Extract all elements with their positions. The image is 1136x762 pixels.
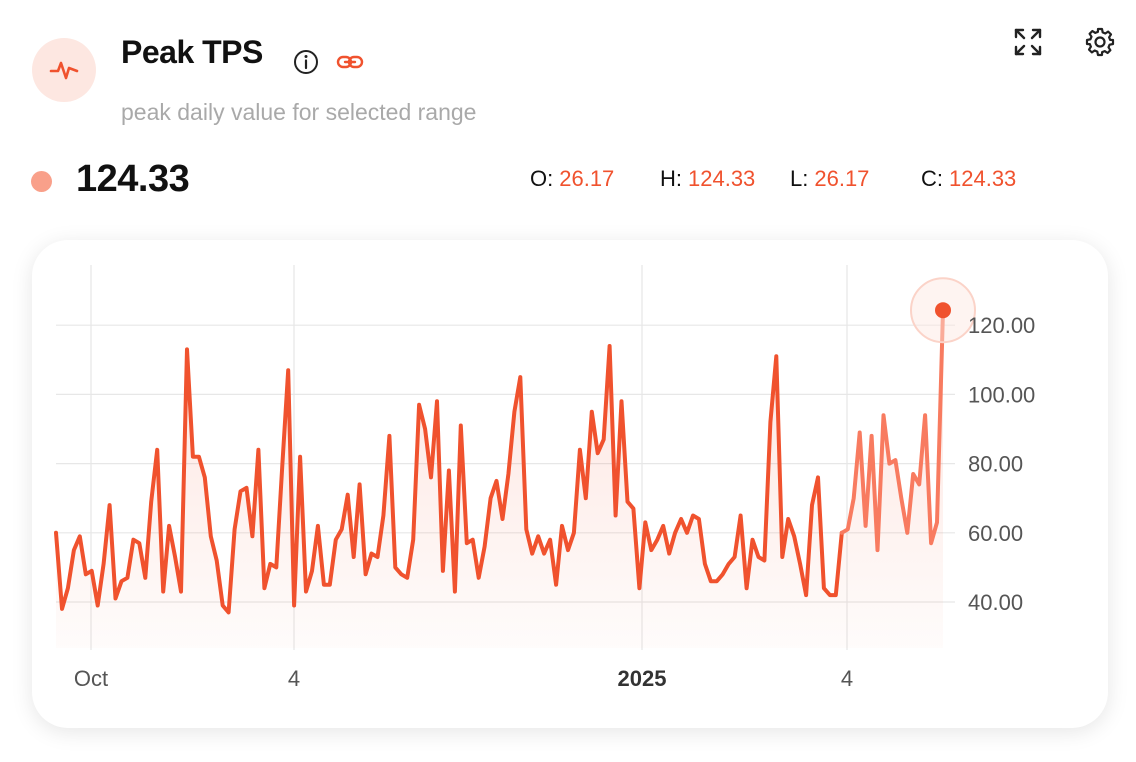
- ohlc-close: C: 124.33: [921, 166, 1016, 192]
- link-icon[interactable]: [335, 47, 365, 77]
- y-tick-label: 60.00: [968, 521, 1023, 546]
- expand-icon[interactable]: [1012, 26, 1044, 58]
- y-axis: 40.00 60.00 80.00 100.00 120.00: [968, 313, 1035, 615]
- y-tick-label: 100.00: [968, 382, 1035, 407]
- open-label: O:: [530, 166, 554, 191]
- close-label: C:: [921, 166, 943, 191]
- series-dot: [31, 171, 52, 192]
- series-line-recent: [839, 308, 945, 553]
- low-value: 26.17: [814, 166, 870, 191]
- series-line: [54, 308, 945, 615]
- chart-subtitle: peak daily value for selected range: [121, 99, 477, 125]
- open-value: 26.17: [559, 166, 615, 191]
- x-tick-label: Oct: [74, 666, 108, 691]
- last-point-marker[interactable]: [935, 302, 951, 319]
- high-label: H:: [660, 166, 682, 191]
- y-tick-label: 80.00: [968, 452, 1023, 477]
- low-label: L:: [790, 166, 809, 191]
- x-axis: Oct 4 2025 4: [74, 666, 853, 691]
- gear-icon[interactable]: [1084, 26, 1116, 58]
- series-line-main: [54, 344, 844, 615]
- y-tick-label: 40.00: [968, 590, 1023, 615]
- last-point[interactable]: [910, 277, 976, 344]
- info-icon[interactable]: [293, 49, 319, 75]
- close-value: 124.33: [949, 166, 1017, 191]
- current-value: 124.33: [76, 158, 190, 200]
- chart-title: Peak TPS: [121, 34, 263, 70]
- y-tick-label: 120.00: [968, 313, 1035, 338]
- activity-icon: [32, 38, 96, 102]
- ohlc-high: H: 124.33: [660, 166, 755, 192]
- x-tick-label: 4: [288, 666, 300, 691]
- high-value: 124.33: [688, 166, 756, 191]
- ohlc-open: O: 26.17: [530, 166, 614, 192]
- ohlc-low: L: 26.17: [790, 166, 869, 192]
- x-tick-label: 4: [841, 666, 853, 691]
- x-tick-label: 2025: [618, 666, 667, 691]
